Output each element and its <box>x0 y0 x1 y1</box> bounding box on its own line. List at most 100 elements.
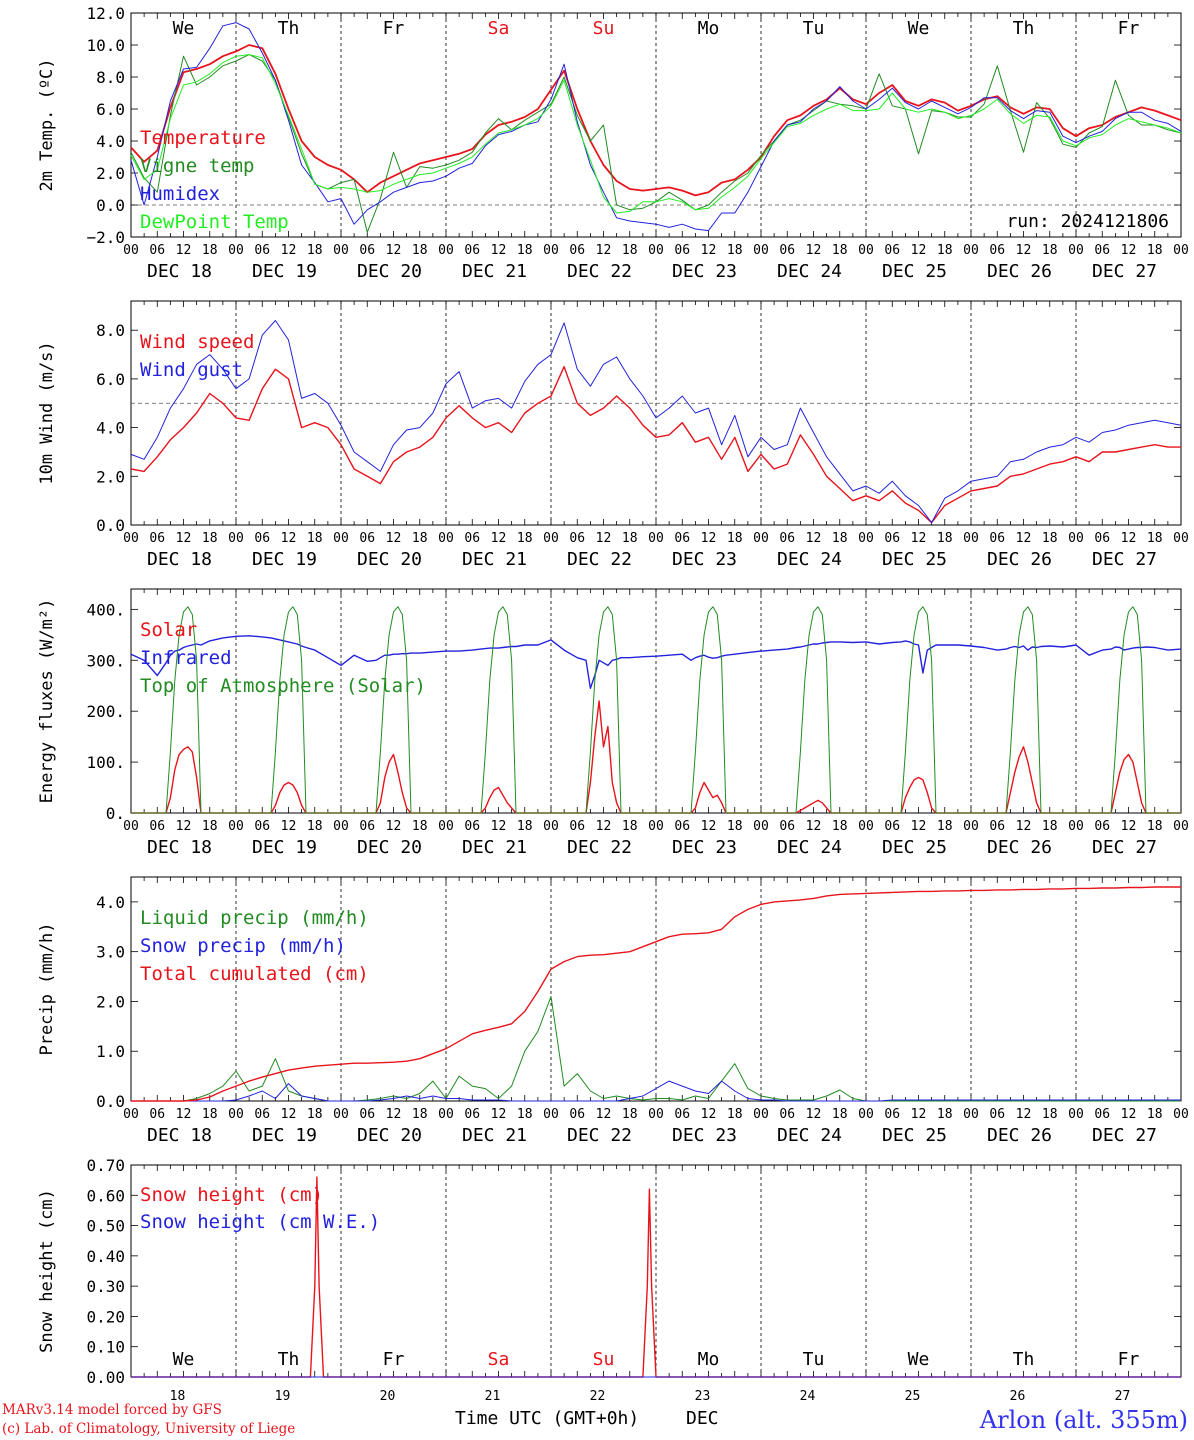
x-date-label: DEC 19 <box>252 549 317 570</box>
x-hour-label: 06 <box>1094 1107 1110 1122</box>
day-name-label: We <box>908 18 930 39</box>
x-daynum-label: 22 <box>590 1389 606 1404</box>
day-name-label: Mo <box>698 18 720 39</box>
x-hour-label: 06 <box>989 1107 1005 1122</box>
x-date-label: DEC 27 <box>1092 261 1157 282</box>
x-hour-label: 00 <box>648 531 664 546</box>
x-date-label: DEC 25 <box>882 1125 947 1146</box>
x-hour-label: 06 <box>779 531 795 546</box>
x-hour-label: 00 <box>963 243 979 258</box>
x-hour-label: 18 <box>1147 1107 1163 1122</box>
x-hour-label: 18 <box>832 819 848 834</box>
x-hour-label: 18 <box>1042 1107 1058 1122</box>
y-axis-label: Snow height (cm) <box>37 1189 57 1353</box>
series-line-infrared <box>130 635 1182 689</box>
y-tick-label: 0.00 <box>86 1368 125 1387</box>
x-hour-label: 00 <box>543 1107 559 1122</box>
x-hour-label: 06 <box>149 243 165 258</box>
station-label: Arlon (alt. 355m) <box>979 1406 1188 1434</box>
legend-entry: DewPoint Temp <box>140 211 289 233</box>
x-hour-label: 18 <box>517 531 533 546</box>
x-hour-label: 06 <box>359 531 375 546</box>
series-line-top-of-atmosphere-solar <box>131 606 1181 814</box>
x-hour-label: 18 <box>1042 819 1058 834</box>
y-axis-label: Precip (mm/h) <box>37 922 57 1055</box>
x-hour-label: 12 <box>176 1107 192 1122</box>
legend-entry: Snow height (cm) <box>140 1184 323 1206</box>
day-name-label: We <box>908 1349 930 1370</box>
x-hour-label: 06 <box>884 531 900 546</box>
x-hour-label: 12 <box>491 819 507 834</box>
x-hour-label: 18 <box>832 1107 848 1122</box>
footer: MARv3.14 model forced by GFS (c) Lab. of… <box>2 1402 1188 1437</box>
x-hour-label: 00 <box>333 531 349 546</box>
y-tick-label: 1.0 <box>96 1042 125 1061</box>
day-name-label: Sa <box>488 1349 510 1370</box>
x-date-label: DEC 22 <box>567 549 632 570</box>
x-hour-label: 00 <box>333 819 349 834</box>
x-date-label: DEC 20 <box>357 1125 422 1146</box>
y-tick-label: 2.0 <box>96 164 125 183</box>
x-hour-label: 12 <box>491 1107 507 1122</box>
x-hour-label: 00 <box>753 531 769 546</box>
x-date-label: DEC 25 <box>882 261 947 282</box>
y-axis-label: 10m Wind (m/s) <box>37 341 57 484</box>
x-hour-label: 12 <box>596 531 612 546</box>
x-hour-label: 06 <box>464 531 480 546</box>
series-line-total-cumulated-cm <box>131 886 1181 1102</box>
x-date-label: DEC 19 <box>252 837 317 858</box>
x-hour-label: 06 <box>989 819 1005 834</box>
x-hour-label: 06 <box>1094 819 1110 834</box>
x-hour-label: 00 <box>1068 531 1084 546</box>
x-hour-label: 00 <box>1068 1107 1084 1122</box>
x-hour-label: 12 <box>281 819 297 834</box>
x-date-label: DEC 21 <box>462 261 527 282</box>
x-date-label: DEC 24 <box>777 1125 842 1146</box>
x-hour-label: 06 <box>464 243 480 258</box>
x-hour-label: 12 <box>386 243 402 258</box>
y-tick-label: 8.0 <box>96 68 125 87</box>
x-hour-label: 00 <box>333 1107 349 1122</box>
x-daynum-label: 18 <box>170 1389 186 1404</box>
month-label: DEC <box>686 1408 719 1429</box>
x-hour-label: 12 <box>1121 1107 1137 1122</box>
x-hour-label: 18 <box>1042 531 1058 546</box>
x-hour-label: 18 <box>202 243 218 258</box>
x-hour-label: 12 <box>491 531 507 546</box>
x-hour-label: 18 <box>1147 531 1163 546</box>
x-hour-label: 00 <box>333 243 349 258</box>
panels: −2.0 0.0 2.0 4.0 6.0 8.0 10.0 12.0 2m Temp. (ºC)… <box>37 4 1189 1404</box>
x-date-label: DEC 26 <box>987 837 1052 858</box>
x-hour-label: 18 <box>307 1107 323 1122</box>
x-date-label: DEC 21 <box>462 837 527 858</box>
x-hour-label: 06 <box>254 243 270 258</box>
x-hour-label: 06 <box>884 819 900 834</box>
series-line-liquid-precip-mm-h <box>131 996 1181 1102</box>
x-hour-label: 12 <box>386 531 402 546</box>
x-daynum-label: 21 <box>485 1389 501 1404</box>
panel-flux: 0. 100. 200. 300. 400. Energy fluxes (W/m²) So… <box>37 588 1189 858</box>
day-name-label: Su <box>593 18 615 39</box>
day-name-label: We <box>173 1349 195 1370</box>
x-date-label: DEC 22 <box>567 1125 632 1146</box>
x-hour-label: 12 <box>596 243 612 258</box>
x-hour-label: 00 <box>123 1107 139 1122</box>
y-tick-label: 4.0 <box>96 132 125 151</box>
y-tick-label: 2.0 <box>96 992 125 1011</box>
x-date-label: DEC 26 <box>987 1125 1052 1146</box>
x-date-label: DEC 25 <box>882 549 947 570</box>
y-tick-label: 4.0 <box>96 419 125 438</box>
x-hour-label: 06 <box>254 819 270 834</box>
y-tick-label: 0. <box>106 804 125 823</box>
legend-entry: Temperature <box>140 127 266 149</box>
x-hour-label: 00 <box>753 243 769 258</box>
y-tick-label: 0.30 <box>86 1277 125 1296</box>
x-hour-label: 00 <box>963 819 979 834</box>
x-hour-label: 18 <box>727 1107 743 1122</box>
panel-precip: 0.0 1.0 2.0 3.0 4.0 Precip (mm/h) Liquid preci… <box>37 876 1189 1146</box>
model-credit: MARv3.14 model forced by GFS <box>2 1402 222 1418</box>
x-hour-label: 18 <box>517 243 533 258</box>
x-hour-label: 06 <box>464 819 480 834</box>
plot-frame <box>130 12 1182 238</box>
x-date-label: DEC 21 <box>462 1125 527 1146</box>
